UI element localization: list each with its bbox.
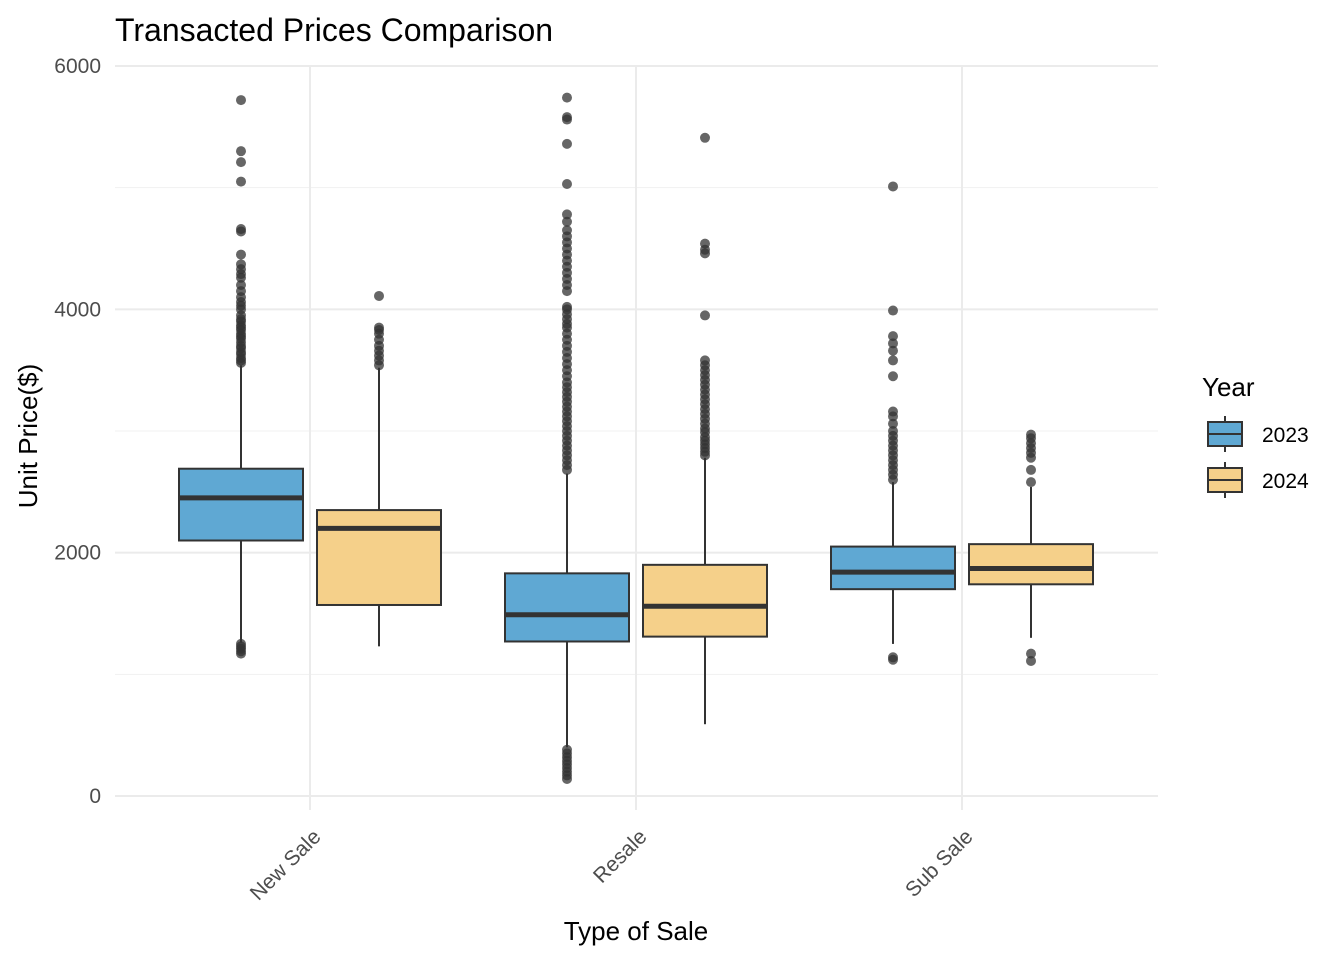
outlier-point	[236, 259, 246, 270]
y-axis-title: Unit Price($)	[13, 364, 43, 508]
box-iqr	[830, 545, 956, 591]
outlier-point	[888, 338, 898, 349]
outlier-point	[236, 176, 246, 187]
outlier-point	[1026, 655, 1036, 666]
outlier-point	[562, 112, 572, 123]
box-resale-2023	[504, 92, 630, 784]
series-2024	[316, 132, 1094, 725]
legend-label: 2023	[1262, 424, 1309, 447]
box-iqr	[178, 467, 304, 542]
y-tick-label: 6000	[54, 55, 101, 78]
box-iqr	[504, 572, 630, 643]
outlier-point	[236, 157, 246, 168]
outlier-point	[236, 638, 246, 649]
outlier-point	[888, 355, 898, 366]
box-new-sale-2023	[178, 95, 304, 659]
outlier-point	[700, 355, 710, 366]
y-axis-ticks: 0 2000 4000 6000	[54, 55, 101, 808]
legend-entry-2024: 2024	[1207, 462, 1309, 498]
box-sub-sale-2023	[830, 181, 956, 665]
series-2023	[178, 92, 956, 784]
outlier-point	[1026, 429, 1036, 440]
y-tick-label: 2000	[54, 542, 101, 565]
outlier-point	[700, 132, 710, 143]
outlier-point	[562, 216, 572, 227]
outlier-point	[236, 224, 246, 235]
outlier-point	[888, 305, 898, 316]
outlier-point	[888, 406, 898, 417]
outlier-point	[562, 744, 572, 755]
x-tick-label: Sub Sale	[901, 825, 978, 902]
box-sub-sale-2024	[968, 429, 1094, 666]
outlier-point	[562, 225, 572, 236]
x-tick-label: New Sale	[246, 825, 326, 905]
box-new-sale-2024	[316, 290, 442, 647]
outlier-point	[888, 181, 898, 192]
x-tick-label: Resale	[589, 825, 651, 887]
box-series	[178, 92, 1094, 784]
box-resale-2024	[642, 132, 768, 725]
outlier-point	[888, 418, 898, 429]
outlier-point	[888, 345, 898, 356]
box-iqr	[316, 509, 442, 606]
outlier-point	[888, 331, 898, 342]
outlier-point	[700, 238, 710, 249]
outlier-point	[374, 322, 384, 333]
legend-entry-2023: 2023	[1207, 416, 1309, 452]
legend: Year 2023 2024	[1202, 372, 1309, 498]
outlier-point	[1026, 648, 1036, 659]
y-tick-label: 0	[89, 785, 101, 808]
outlier-point	[374, 290, 384, 301]
y-tick-label: 4000	[54, 298, 101, 321]
outlier-point	[236, 280, 246, 290]
legend-label: 2024	[1262, 470, 1309, 493]
outlier-point	[236, 95, 246, 106]
outlier-point	[236, 249, 246, 260]
outlier-point	[888, 371, 898, 382]
outlier-point	[1026, 477, 1036, 488]
outlier-point	[562, 301, 572, 312]
chart-title: Transacted Prices Comparison	[115, 12, 553, 48]
outlier-point	[562, 209, 572, 220]
outlier-point	[562, 179, 572, 190]
outlier-point	[888, 652, 898, 663]
outlier-point	[562, 138, 572, 149]
outlier-point	[888, 426, 898, 436]
outlier-point	[236, 146, 246, 157]
outlier-point	[700, 310, 710, 321]
legend-title: Year	[1202, 372, 1255, 402]
x-axis-ticks: New Sale Resale Sub Sale	[246, 825, 978, 905]
x-axis-title: Type of Sale	[564, 916, 709, 946]
box-iqr	[642, 563, 768, 638]
outlier-point	[1026, 464, 1036, 475]
grid-lines	[115, 65, 1158, 810]
outlier-point	[562, 92, 572, 103]
box-iqr	[968, 543, 1094, 586]
